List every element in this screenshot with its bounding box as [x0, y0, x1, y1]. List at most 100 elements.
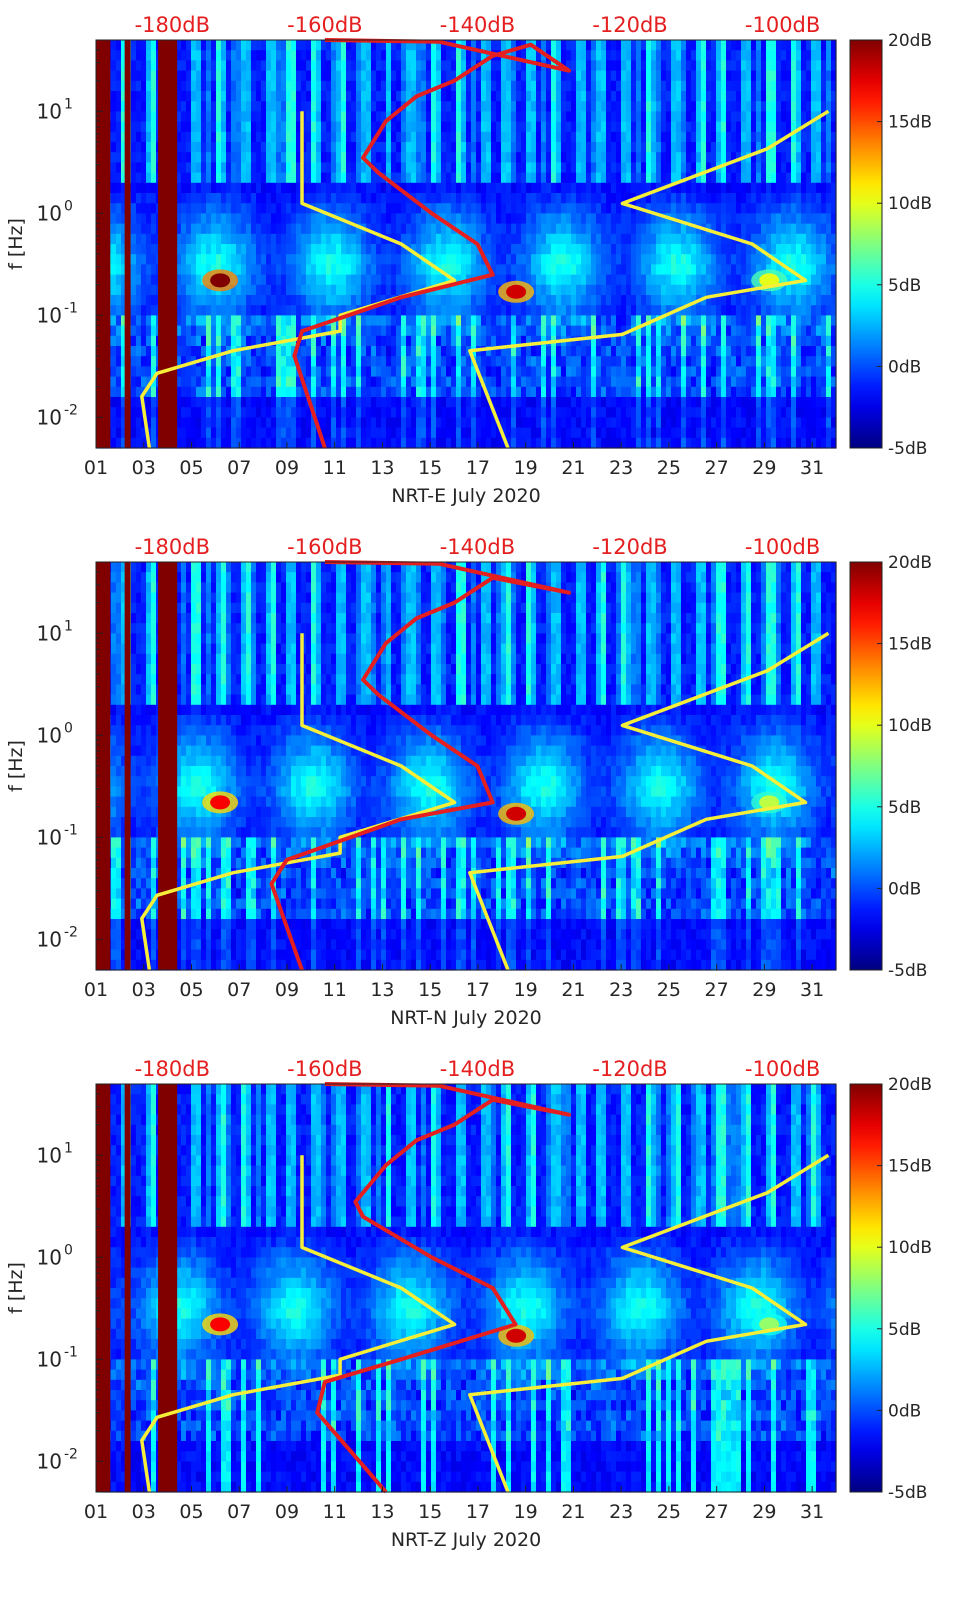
x-tick-label: 17 — [466, 457, 490, 479]
hotspot-core — [506, 807, 526, 821]
colorbar — [850, 562, 882, 970]
x-axis-label: NRT-N July 2020 — [390, 1007, 542, 1029]
top-axis-label: -140dB — [440, 535, 515, 559]
top-axis-label: -160dB — [287, 13, 362, 37]
x-tick-label: 09 — [275, 457, 299, 479]
x-tick-label: 11 — [323, 1501, 347, 1523]
data-gap-column — [125, 40, 131, 448]
top-axis-label: -160dB — [287, 1057, 362, 1081]
top-axis-label: -160dB — [287, 535, 362, 559]
x-tick-label: 29 — [752, 457, 776, 479]
y-tick-exponent: -1 — [64, 300, 78, 316]
x-tick-label: 07 — [227, 979, 251, 1001]
y-tick-label: 10 — [37, 99, 62, 123]
x-tick-label: 13 — [370, 979, 394, 1001]
top-axis-label: -140dB — [440, 13, 515, 37]
top-axis-label: -120dB — [592, 1057, 667, 1081]
spectrogram — [96, 562, 837, 971]
colorbar-tick-label: 10dB — [888, 716, 932, 736]
top-axis-label: -100dB — [745, 1057, 820, 1081]
hotspot-core — [210, 795, 230, 809]
y-tick-label: 10 — [37, 1449, 62, 1473]
y-tick-label: 10 — [37, 201, 62, 225]
top-axis-label: -120dB — [592, 13, 667, 37]
x-tick-label: 07 — [227, 1501, 251, 1523]
y-tick-exponent: -2 — [64, 402, 78, 418]
x-tick-label: 19 — [514, 457, 538, 479]
x-tick-label: 27 — [705, 457, 729, 479]
colorbar-tick-label: 0dB — [888, 357, 921, 377]
y-tick-exponent: 0 — [64, 198, 73, 214]
y-axis-label: f [Hz] — [5, 218, 27, 270]
x-tick-label: 13 — [370, 457, 394, 479]
x-tick-label: 29 — [752, 1501, 776, 1523]
x-tick-label: 17 — [466, 979, 490, 1001]
colorbar-tick-label: 5dB — [888, 1320, 921, 1340]
x-tick-label: 21 — [561, 457, 585, 479]
x-tick-label: 29 — [752, 979, 776, 1001]
x-tick-label: 27 — [705, 1501, 729, 1523]
y-tick-exponent: -1 — [64, 1344, 78, 1360]
data-gap-column — [158, 1084, 177, 1492]
top-axis-label: -140dB — [440, 1057, 515, 1081]
y-tick-label: 10 — [37, 1347, 62, 1371]
x-axis-label: NRT-E July 2020 — [391, 485, 540, 507]
x-tick-label: 15 — [418, 979, 442, 1001]
y-tick-exponent: -1 — [64, 822, 78, 838]
x-tick-label: 09 — [275, 979, 299, 1001]
y-tick-label: 10 — [37, 723, 62, 747]
y-tick-label: 10 — [37, 825, 62, 849]
top-axis-label: -180dB — [135, 13, 210, 37]
x-tick-label: 03 — [132, 1501, 156, 1523]
data-gap-column — [158, 562, 177, 970]
x-tick-label: 03 — [132, 979, 156, 1001]
x-tick-label: 25 — [657, 1501, 681, 1523]
x-tick-label: 05 — [179, 457, 203, 479]
top-axis-label: -100dB — [745, 13, 820, 37]
y-tick-label: 10 — [37, 621, 62, 645]
hotspot-core — [506, 285, 526, 299]
x-tick-label: 15 — [418, 1501, 442, 1523]
x-tick-label: 27 — [705, 979, 729, 1001]
x-tick-label: 07 — [227, 457, 251, 479]
x-tick-label: 01 — [84, 979, 108, 1001]
data-gap-column — [125, 562, 131, 970]
x-tick-label: 21 — [561, 1501, 585, 1523]
y-tick-exponent: 1 — [64, 618, 73, 634]
y-tick-exponent: 0 — [64, 720, 73, 736]
spectrogram — [96, 40, 837, 449]
y-tick-label: 10 — [37, 1245, 62, 1269]
colorbar-tick-label: 0dB — [888, 1401, 921, 1421]
hotspot-core — [506, 1329, 526, 1343]
y-tick-label: 10 — [37, 303, 62, 327]
x-tick-label: 31 — [800, 1501, 824, 1523]
colorbar-tick-label: 15dB — [888, 1157, 932, 1177]
hotspot-core — [210, 273, 230, 287]
top-axis-label: -180dB — [135, 1057, 210, 1081]
y-tick-exponent: -2 — [64, 1446, 78, 1462]
colorbar-tick-label: 5dB — [888, 798, 921, 818]
data-gap-column — [158, 40, 177, 448]
colorbar — [850, 1084, 882, 1492]
x-axis-label: NRT-Z July 2020 — [391, 1529, 541, 1551]
x-tick-label: 05 — [179, 979, 203, 1001]
x-tick-label: 23 — [609, 979, 633, 1001]
x-tick-label: 01 — [84, 457, 108, 479]
x-tick-label: 11 — [323, 457, 347, 479]
x-tick-label: 05 — [179, 1501, 203, 1523]
x-tick-label: 31 — [800, 457, 824, 479]
colorbar — [850, 40, 882, 448]
colorbar-tick-label: 10dB — [888, 1238, 932, 1258]
data-gap-column — [125, 1084, 131, 1492]
y-tick-exponent: 0 — [64, 1242, 73, 1258]
x-tick-label: 11 — [323, 979, 347, 1001]
x-tick-label: 19 — [514, 1501, 538, 1523]
x-tick-label: 21 — [561, 979, 585, 1001]
colorbar-tick-label: -5dB — [888, 439, 927, 459]
colorbar-tick-label: 20dB — [888, 1075, 932, 1095]
y-tick-label: 10 — [37, 405, 62, 429]
x-tick-label: 19 — [514, 979, 538, 1001]
colorbar-tick-label: 15dB — [888, 113, 932, 133]
